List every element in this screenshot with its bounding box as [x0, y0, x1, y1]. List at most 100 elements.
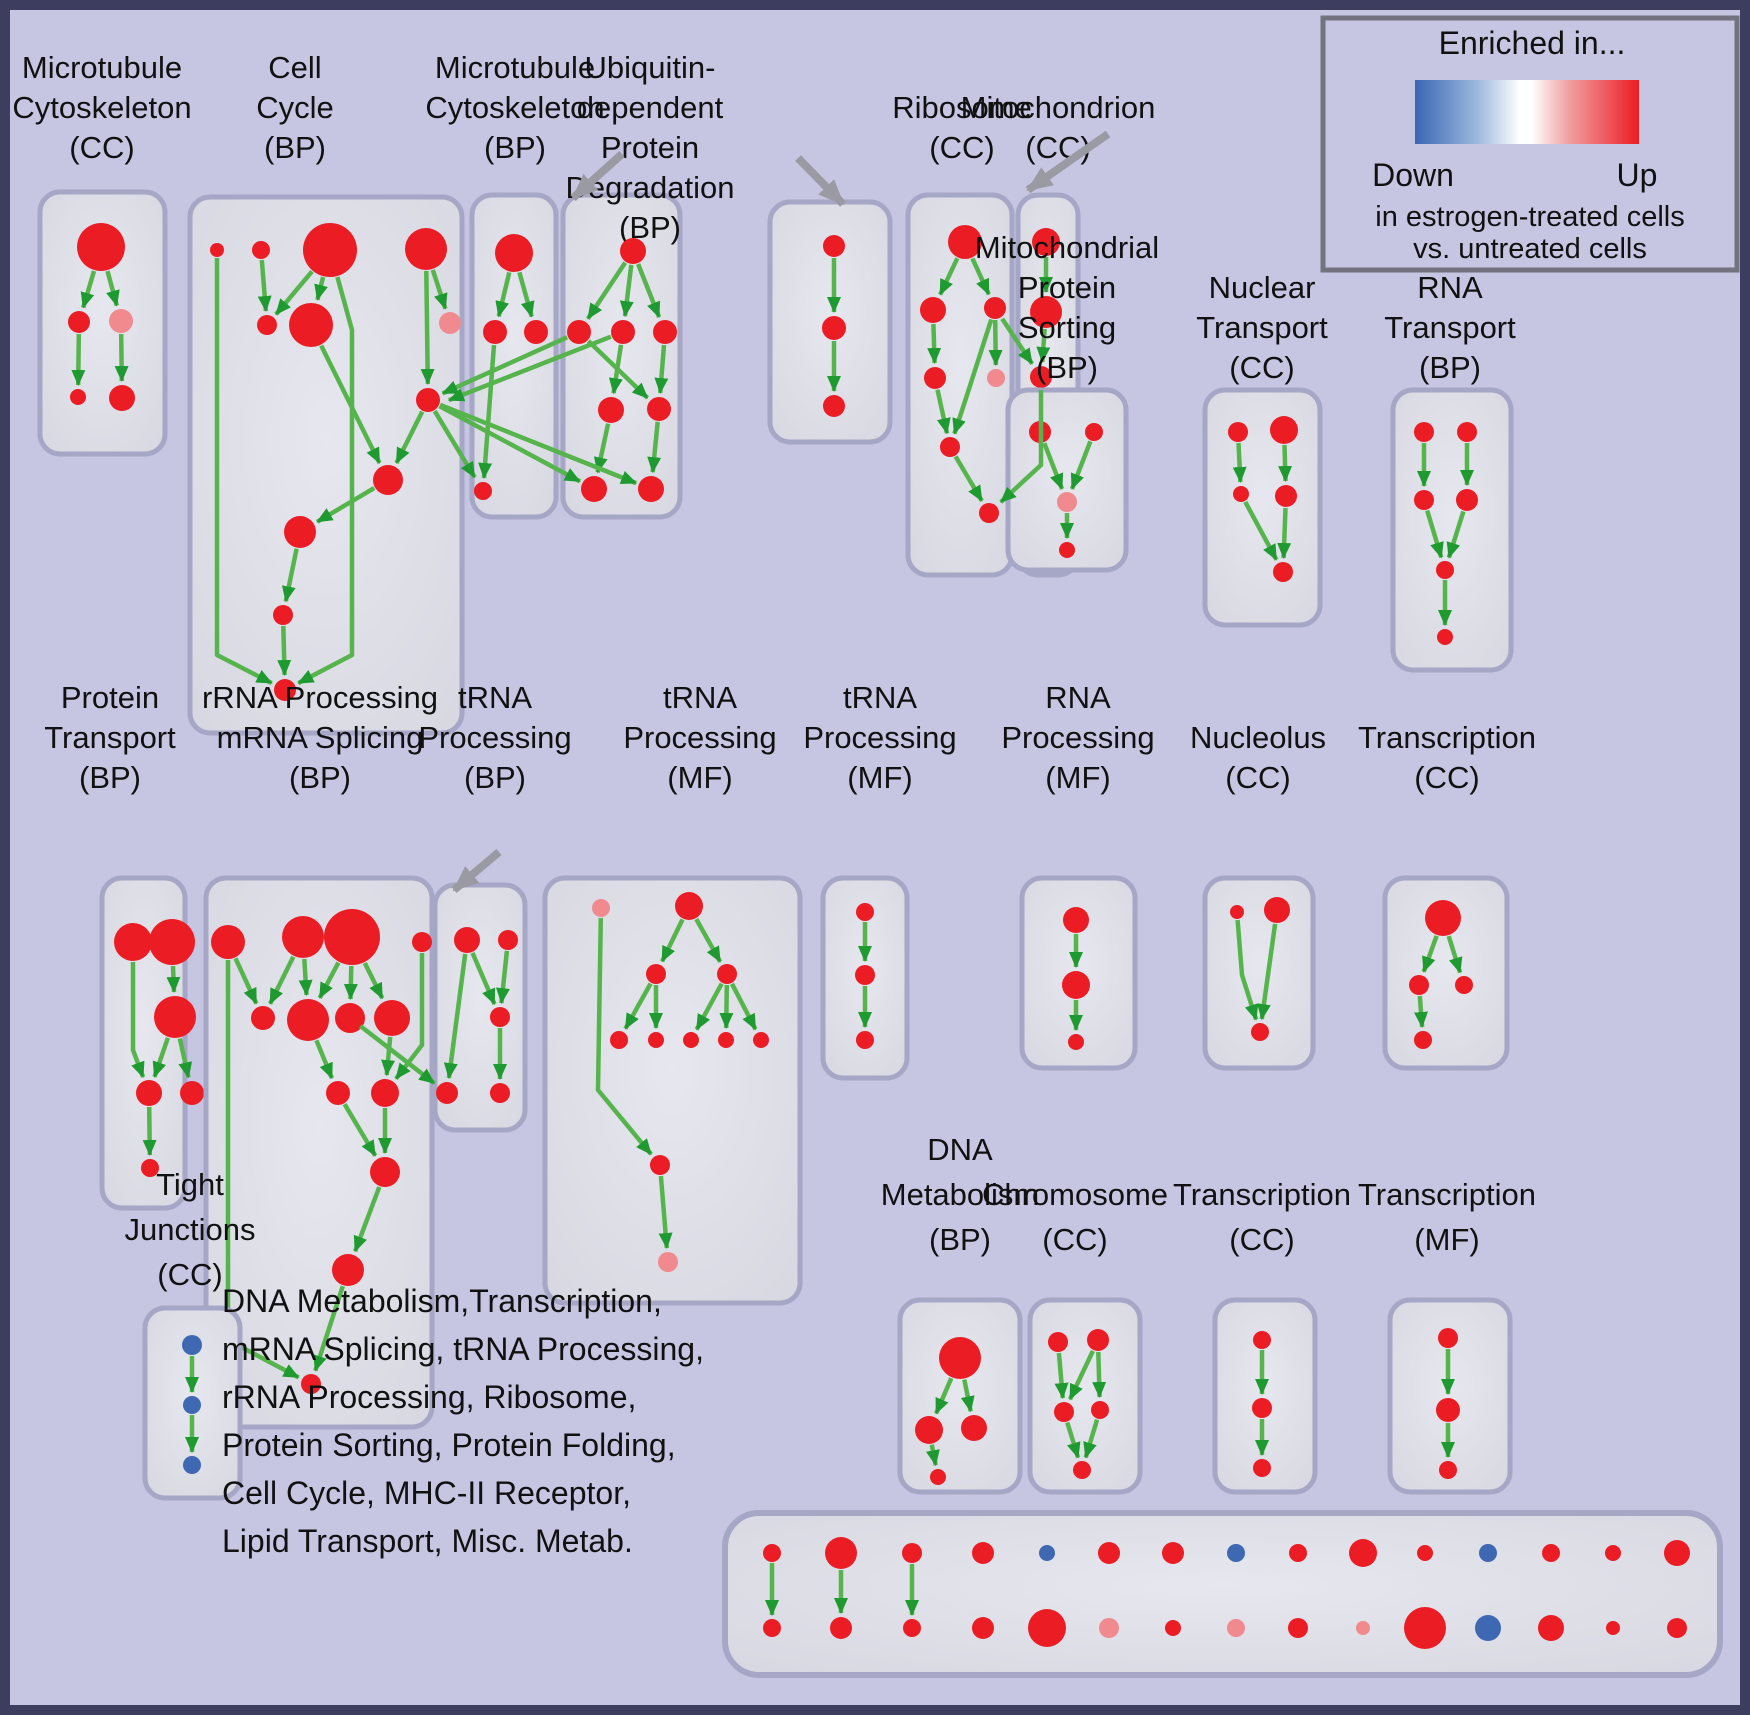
- go-term-node-cell-cycle-XL2: [289, 303, 333, 347]
- go-term-node-trna-mf-large-S4: [718, 1032, 734, 1048]
- go-term-node-cell-cycle-m2: [284, 516, 316, 548]
- group-label-mt-cc-line-2: (CC): [69, 130, 134, 165]
- go-term-node-mitochondrion-MT3: [1030, 366, 1052, 388]
- legend-subtitle-2: vs. untreated cells: [1413, 233, 1647, 265]
- edge-rrna-mrna-A-E: [233, 957, 259, 1005]
- group-label-ribosome-line-0: Ribosome: [892, 90, 1032, 125]
- group-label-nucleolus-line-0: Nucleolus: [1190, 720, 1326, 755]
- edge-dna-metabolism-ML-B: [926, 1444, 940, 1467]
- edge-protein-transport-L-M: [152, 1037, 171, 1078]
- cross-edge-2: [438, 404, 581, 484]
- edge-nuclear-transport-MR-B: [1277, 507, 1292, 559]
- group-label-cell-cycle-line-0: Cell: [268, 50, 321, 85]
- go-term-node-nucleolus-TL: [1230, 905, 1244, 919]
- edge-mt-bp-c1-b: [478, 344, 497, 479]
- go-term-node-ubiquitin-1-c: [653, 320, 677, 344]
- go-term-node-mt-bp-b: [474, 482, 492, 500]
- group-label-ubiquitin-1-line-0: Ubiquitin-: [585, 50, 716, 85]
- edge-mt-bp-T-c1: [495, 271, 512, 318]
- edge-ubiquitin-1-a-e: [586, 339, 650, 400]
- group-mixed-categories-strip: [722, 1510, 1723, 1678]
- go-term-node-dna-metabolism-MR: [961, 1415, 987, 1441]
- edge-trna-mf-large-M2-S3: [694, 982, 724, 1031]
- strip-node-top-8: [1289, 1544, 1307, 1562]
- go-term-node-ubiquitin-1-d: [598, 397, 624, 423]
- edge-rrna-mrna-I-L2: [342, 1103, 378, 1157]
- edge-trna-bp-T2-T3: [496, 950, 510, 1005]
- edge-nuclear-transport-TR-MR: [1278, 444, 1293, 482]
- group-label-transcription-cc-low-line-0: Transcription: [1173, 1177, 1351, 1212]
- group-label-rrna-mrna-line-2: (BP): [289, 760, 351, 795]
- go-term-node-mt-cc-E: [109, 385, 135, 411]
- cross-edge-4: [432, 409, 477, 479]
- group-label-nuclear-transport-line-0: Nuclear: [1209, 270, 1316, 305]
- go-term-node-transcription-mf-c: [1439, 1461, 1457, 1479]
- group-label-tight-junctions-line-0: Tight: [156, 1167, 224, 1202]
- go-term-node-mitochondrion-MT1: [1032, 228, 1060, 256]
- go-term-node-dna-metabolism-XL: [939, 1337, 981, 1379]
- go-term-node-chromosome-MR: [1091, 1401, 1109, 1419]
- go-term-node-transcription-cc-mid-ML: [1409, 975, 1429, 995]
- go-term-node-trna-mf-small-c: [856, 1031, 874, 1049]
- edge-cell-cycle-mid-m2: [316, 486, 376, 524]
- go-term-node-trna-bp-T1: [454, 927, 480, 953]
- legend-down-label: Down: [1372, 157, 1454, 193]
- cross-edge-6: [999, 390, 1044, 504]
- go-term-node-rna-transport-M: [1436, 561, 1454, 579]
- group-box-nucleolus: [1202, 875, 1316, 1071]
- group-box-trna-mf-large: [542, 875, 803, 1306]
- go-term-node-ribosome-RR: [984, 297, 1006, 319]
- edge-nuclear-transport-TL-ML: [1232, 442, 1247, 483]
- group-label-transcription-cc-low-line-1: (CC): [1229, 1222, 1294, 1257]
- go-term-node-rrna-mrna-D: [412, 932, 432, 952]
- go-term-node-trna-bp-T2: [498, 930, 518, 950]
- edge-protein-transport-XL2-L: [166, 965, 181, 993]
- group-label-trna-mf-large-line-1: Processing: [623, 720, 776, 755]
- go-term-node-protein-transport-M2: [180, 1081, 204, 1105]
- group-label-mt-cc-line-0: Microtubule: [22, 50, 182, 85]
- strip-node-bottom-10: [1404, 1607, 1446, 1649]
- group-label-transcription-cc-mid-line-1: (CC): [1414, 760, 1479, 795]
- go-term-node-ubiquitin-2-u2: [822, 316, 846, 340]
- strip-node-top-7: [1227, 1544, 1245, 1562]
- go-term-node-mito-protein-sorting-c: [1059, 542, 1075, 558]
- go-term-node-ubiquitin-1-top: [620, 238, 646, 264]
- group-label-trna-bp-line-2: (BP): [464, 760, 526, 795]
- go-term-node-rna-transport-B: [1437, 629, 1453, 645]
- go-term-node-rrna-mrna-C: [324, 909, 380, 965]
- cross-edge-0: [441, 335, 569, 396]
- go-term-node-trna-mf-large-C1: [650, 1155, 670, 1175]
- go-term-node-cell-cycle-pk: [439, 312, 461, 334]
- group-label-trna-mf-small-line-2: (MF): [847, 760, 912, 795]
- group-chromosome: Chromosome (CC): [982, 1177, 1168, 1495]
- go-term-node-ubiquitin-1-g: [638, 476, 664, 502]
- edge-cell-cycle-L-pk: [430, 269, 448, 310]
- strip-node-top-12: [1542, 1544, 1560, 1562]
- go-term-node-transcription-cc-mid-MR: [1455, 976, 1473, 994]
- go-term-node-chromosome-B: [1073, 1461, 1091, 1479]
- group-nuclear-transport: Nuclear Transport (CC): [1196, 270, 1328, 628]
- go-term-node-rna-processing-mf-b: [1062, 971, 1090, 999]
- edge-trna-mf-large-M1-S1: [623, 982, 653, 1030]
- go-term-node-ubiquitin-1-e: [647, 397, 671, 421]
- edge-rrna-mrna-M2-BOT: [313, 1285, 345, 1372]
- group-label-transcription-mf-line-1: (MF): [1414, 1222, 1479, 1257]
- strip-node-top-6: [1162, 1542, 1184, 1564]
- strip-node-top-14: [1664, 1540, 1690, 1566]
- go-term-node-protein-transport-XL1: [114, 923, 152, 961]
- group-label-nuclear-transport-line-1: Transport: [1196, 310, 1328, 345]
- group-label-tight-junctions-line-1: Junctions: [125, 1212, 256, 1247]
- group-box-mt-cc: [37, 189, 168, 457]
- go-term-node-nuclear-transport-B: [1273, 562, 1293, 582]
- edge-rrna-mrna-D-J: [394, 953, 425, 1081]
- go-term-node-nuclear-transport-TR: [1270, 416, 1298, 444]
- group-rna-processing-mf: RNA Processing (MF): [1001, 680, 1155, 1071]
- go-term-node-cell-cycle-low: [273, 605, 293, 625]
- mixed-categories-line-5: Lipid Transport, Misc. Metab.: [222, 1523, 633, 1559]
- group-trna-bp: tRNA Processing (BP): [418, 680, 572, 1133]
- group-label-trna-mf-small-line-1: Processing: [803, 720, 956, 755]
- edge-cell-cycle-m2-low: [281, 548, 299, 603]
- go-term-node-cell-cycle-s: [252, 241, 270, 259]
- edge-ribosome-RL-RLL: [927, 323, 942, 364]
